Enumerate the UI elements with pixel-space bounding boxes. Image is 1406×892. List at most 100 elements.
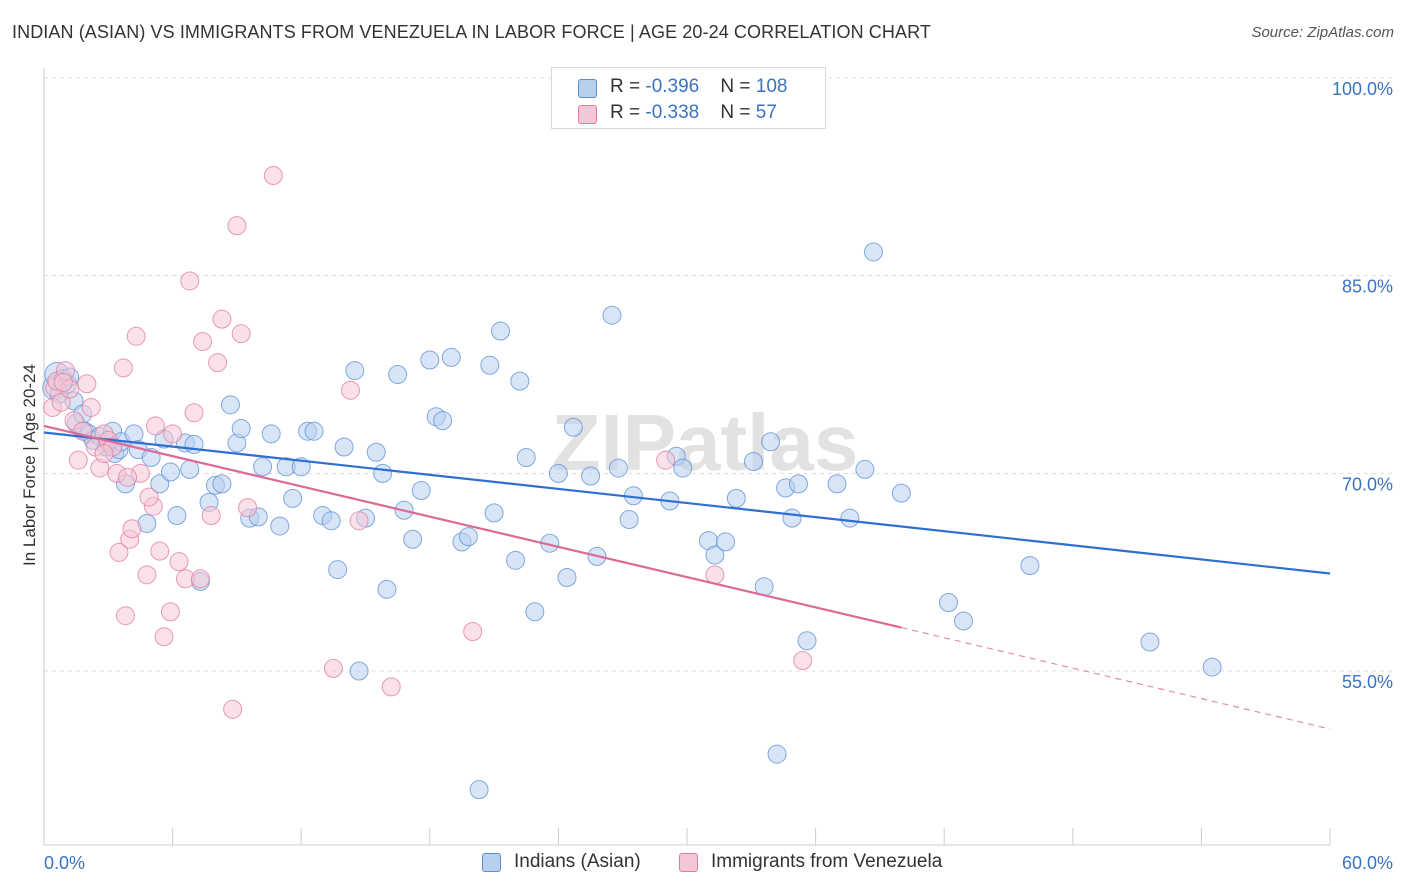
point-indians-asian [782,508,802,528]
point-immigrants-venezuela [238,498,258,518]
point-indians-asian [1020,556,1040,576]
chart-title: INDIAN (ASIAN) VS IMMIGRANTS FROM VENEZU… [12,22,931,42]
point-indians-asian [304,421,324,441]
x-tick-label-min: 0.0% [44,853,85,873]
point-indians-asian [510,371,530,391]
point-immigrants-venezuela [126,326,146,346]
point-indians-asian [480,355,500,375]
point-indians-asian [261,424,281,444]
point-immigrants-venezuela [223,699,243,719]
point-indians-asian [548,463,568,483]
point-immigrants-venezuela [208,353,228,373]
point-indians-asian [373,463,393,483]
point-immigrants-venezuela [94,444,114,464]
point-indians-asian [349,661,369,681]
y-tick-label: 85.0% [1342,277,1393,297]
point-immigrants-venezuela [231,324,251,344]
legend-r-value: -0.338 [645,102,700,123]
point-indians-asian [220,395,240,415]
point-indians-asian [180,459,200,479]
source-label: Source: ZipAtlas.com [1251,24,1394,41]
point-immigrants-venezuela [227,216,247,236]
trendlines [43,424,1331,730]
legend-swatch-venezuela [578,105,597,124]
point-indians-asian [388,365,408,385]
y-axis-label: In Labor Force | Age 20-24 [20,364,39,566]
point-immigrants-venezuela [349,511,369,531]
y-tick-label: 55.0% [1342,672,1393,692]
point-immigrants-venezuela [115,606,135,626]
point-indians-asian [212,474,232,494]
point-immigrants-venezuela [263,166,283,186]
bottom-legend-swatch-indians [482,853,501,872]
point-indians-asian [377,579,397,599]
legend-n-value: 108 [755,76,788,97]
point-immigrants-venezuela [184,403,204,423]
point-immigrants-venezuela [118,467,138,487]
point-indians-asian [761,432,781,452]
watermark: ZIPatlas [552,398,859,487]
point-immigrants-venezuela [163,424,183,444]
point-indians-asian [150,474,170,494]
point-indians-asian [491,321,511,341]
point-immigrants-venezuela [793,650,813,670]
point-indians-asian [411,480,431,500]
point-indians-asian [788,474,808,494]
point-indians-asian [673,458,693,478]
point-immigrants-venezuela [137,565,157,585]
axes [43,68,1331,846]
point-indians-asian [253,457,273,477]
point-indians-asian [516,448,536,468]
point-immigrants-venezuela [180,271,200,291]
point-immigrants-venezuela [51,392,71,412]
point-immigrants-venezuela [139,487,159,507]
point-immigrants-venezuela [53,372,73,392]
point-indians-asian [705,545,725,565]
point-indians-asian [484,503,504,523]
legend-swatch-indians [578,79,597,98]
point-indians-asian [602,305,622,325]
point-indians-asian [160,462,180,482]
point-indians-asian [938,593,958,613]
point-indians-asian [334,437,354,457]
point-immigrants-venezuela [68,450,88,470]
point-indians-asian [797,631,817,651]
legend-r-label: R = [610,76,646,97]
legend-r-value: -0.396 [645,76,700,97]
tick-labels: 55.0% 70.0% 85.0% 100.0% 0.0% 60.0% [44,79,1393,873]
legend-n-value: 57 [755,102,777,123]
point-indians-asian [743,452,763,471]
series-immigrants-venezuela [43,166,813,719]
trendline-indians-asian [43,431,1331,575]
point-indians-asian [863,242,883,262]
bottom-legend-label-indians: Indians (Asian) [514,851,641,872]
point-indians-asian [458,527,478,547]
legend-n-label: N = [720,76,756,97]
point-indians-asian [891,483,911,503]
point-immigrants-venezuela [150,541,170,561]
trendline-venezuela-extension [901,626,1331,730]
y-tick-label: 70.0% [1342,474,1393,494]
point-indians-asian [619,509,639,529]
point-indians-asian [328,560,348,580]
point-indians-asian [855,459,875,479]
point-indians-asian [469,780,489,800]
point-indians-asian [581,466,601,486]
point-immigrants-venezuela [381,677,401,697]
point-indians-asian [716,532,736,552]
point-indians-asian [953,611,973,631]
point-immigrants-venezuela [122,519,142,539]
point-immigrants-venezuela [201,506,221,526]
point-indians-asian [827,474,847,494]
point-indians-asian [525,602,545,622]
point-indians-asian [345,361,365,381]
point-indians-asian [321,511,341,531]
point-indians-asian [1140,632,1160,652]
point-immigrants-venezuela [81,397,101,417]
point-indians-asian [283,488,303,508]
x-tick-label-max: 60.0% [1342,853,1393,873]
point-immigrants-venezuela [77,374,97,394]
point-indians-asian [231,419,251,439]
point-indians-asian [403,529,423,549]
